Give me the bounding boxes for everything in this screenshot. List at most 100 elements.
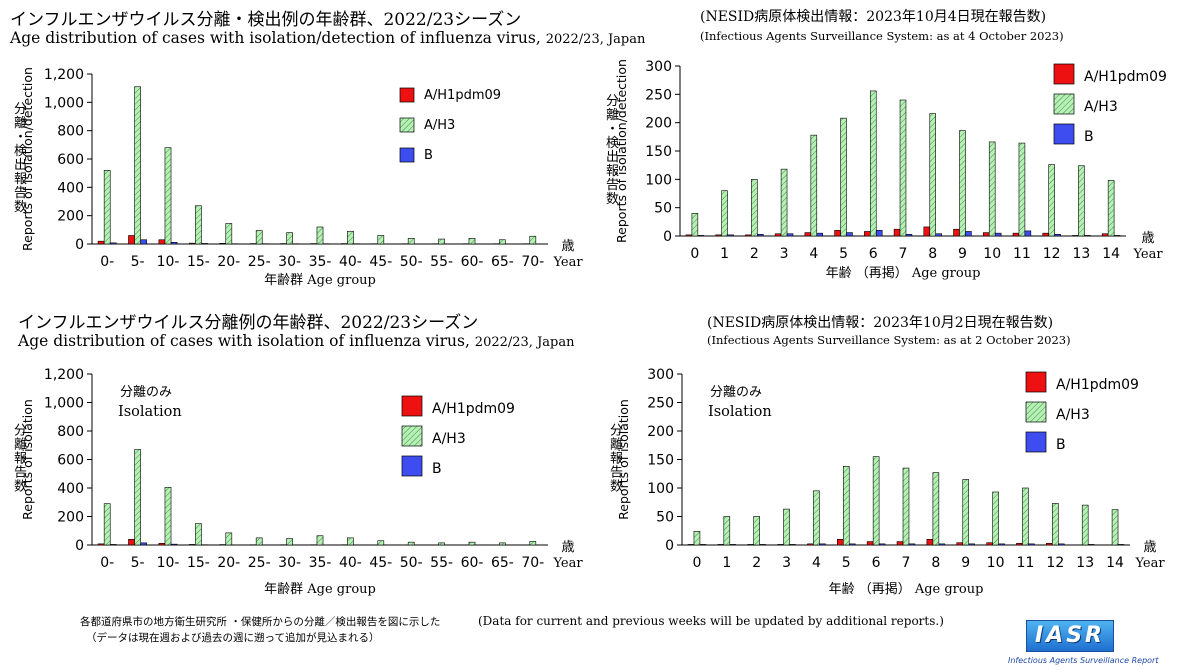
bar-b-2 bbox=[759, 544, 766, 546]
y-tick-label: 50 bbox=[656, 510, 674, 526]
bar-h1-3 bbox=[188, 544, 196, 546]
y-tick-label: 200 bbox=[57, 209, 84, 225]
bar-h1-1 bbox=[715, 234, 722, 237]
bar-h3-8 bbox=[929, 113, 937, 237]
y-tick-label: 1,000 bbox=[44, 95, 84, 111]
x-unit-en: Year bbox=[552, 556, 583, 571]
x-category-label: 14 bbox=[1106, 555, 1124, 571]
x-category-label: 20- bbox=[217, 555, 240, 571]
legend-swatch-b bbox=[399, 147, 415, 163]
y-tick-label: 600 bbox=[57, 453, 84, 469]
bar-h3-0 bbox=[103, 503, 111, 546]
x-category-label: 40- bbox=[339, 555, 362, 571]
x-category-label: 0 bbox=[690, 246, 699, 262]
bar-h3-0 bbox=[103, 170, 111, 245]
x-category-label: 9 bbox=[958, 246, 967, 262]
footer-note-jp-2: （データは現在週および過去の週に遡って追加が見込まれる） bbox=[86, 632, 380, 644]
annotation-jp: 分離のみ bbox=[710, 385, 762, 400]
x-category-label: 13 bbox=[1072, 246, 1090, 262]
bar-h3-0 bbox=[693, 531, 701, 546]
bar-h3-9 bbox=[377, 235, 385, 245]
legend-label-h1: A/H1pdm09 bbox=[432, 401, 515, 417]
x-category-label: 12 bbox=[1046, 555, 1064, 571]
y-tick-label: 0 bbox=[663, 229, 672, 245]
x-unit-jp: 歳 bbox=[561, 239, 574, 254]
legend-swatch-h1 bbox=[1025, 371, 1047, 393]
x-category-label: 15- bbox=[187, 254, 210, 270]
chart2-source-jp: (NESID病原体検出情報：2023年10月4日現在報告数) bbox=[700, 9, 1047, 25]
legend-swatch-h3 bbox=[1053, 93, 1075, 115]
legend-label-h1: A/H1pdm09 bbox=[1056, 377, 1139, 393]
legend-swatch-h3 bbox=[399, 117, 415, 133]
bar-b-5 bbox=[846, 232, 853, 237]
y-tick-label: 0 bbox=[665, 538, 674, 554]
x-category-label: 2 bbox=[750, 246, 759, 262]
x-category-label: 8 bbox=[931, 555, 940, 571]
bar-b-1 bbox=[140, 239, 148, 245]
legend-label-b: B bbox=[1084, 129, 1094, 145]
legend-label-h1: A/H1pdm09 bbox=[1084, 69, 1167, 85]
bar-h3-5 bbox=[255, 537, 263, 546]
bar-h3-6 bbox=[286, 538, 293, 546]
x-category-label: 55- bbox=[430, 254, 453, 270]
bar-h3-10 bbox=[992, 491, 999, 546]
y-axis-label-jp: 分離報告数 bbox=[610, 424, 623, 495]
x-category-label: 14 bbox=[1102, 246, 1120, 262]
bar-h1-2 bbox=[158, 542, 166, 546]
y-tick-label: 150 bbox=[647, 453, 674, 469]
bar-b-1 bbox=[140, 542, 148, 546]
x-category-label: 3 bbox=[782, 555, 791, 571]
x-category-label: 8 bbox=[928, 246, 937, 262]
bar-b-13 bbox=[1087, 544, 1095, 546]
chart3-title-en-tail: 2022/23, Japan bbox=[474, 335, 575, 350]
bar-h3-5 bbox=[255, 230, 263, 245]
x-category-label: 65- bbox=[491, 254, 514, 270]
x-category-label: 35- bbox=[309, 254, 332, 270]
bar-h1-0 bbox=[685, 234, 693, 237]
legend-swatch-b bbox=[401, 455, 423, 477]
bar-h3-11 bbox=[438, 542, 445, 546]
x-unit-jp: 歳 bbox=[1141, 231, 1154, 246]
x-axis-label: 年齢 （再掲） Age group bbox=[829, 581, 984, 597]
x-category-label: 25- bbox=[248, 555, 271, 571]
y-tick-label: 200 bbox=[645, 116, 672, 132]
bar-b-2 bbox=[170, 242, 178, 245]
x-category-label: 5- bbox=[131, 555, 145, 571]
x-category-label: 50- bbox=[400, 555, 423, 571]
bar-h1-1 bbox=[128, 235, 135, 245]
chart3-title-en: Age distribution of cases with isolation… bbox=[18, 331, 574, 350]
chart1-title-en: Age distribution of cases with isolation… bbox=[10, 28, 645, 47]
bar-h1-0 bbox=[687, 544, 695, 546]
x-category-label: 9 bbox=[961, 555, 970, 571]
bar-b-3 bbox=[786, 233, 794, 237]
x-category-label: 70- bbox=[521, 254, 544, 270]
y-tick-label: 150 bbox=[645, 144, 672, 160]
legend-label-b: B bbox=[1056, 437, 1066, 453]
bar-b-0 bbox=[109, 544, 117, 546]
bar-h3-13 bbox=[499, 239, 506, 245]
bar-b-1 bbox=[729, 544, 737, 546]
x-category-label: 6 bbox=[872, 555, 881, 571]
x-unit-jp: 歳 bbox=[561, 540, 574, 555]
iasr-logo: IASR bbox=[1026, 620, 1114, 652]
bar-h1-5 bbox=[834, 230, 841, 237]
bar-h3-11 bbox=[1022, 487, 1029, 546]
x-category-label: 4 bbox=[809, 246, 818, 262]
bar-h3-8 bbox=[347, 230, 354, 245]
x-category-label: 65- bbox=[491, 555, 514, 571]
bar-h3-2 bbox=[751, 179, 758, 237]
bar-h3-9 bbox=[377, 540, 385, 546]
bar-h3-2 bbox=[164, 486, 172, 546]
bar-b-12 bbox=[1054, 234, 1061, 237]
bar-b-6 bbox=[875, 230, 883, 237]
bar-h1-6 bbox=[866, 541, 874, 546]
legend-label-b: B bbox=[424, 148, 433, 163]
x-category-label: 4 bbox=[812, 555, 821, 571]
bar-h3-11 bbox=[1018, 142, 1026, 237]
bar-h3-12 bbox=[468, 238, 476, 245]
bar-h1-8 bbox=[926, 539, 934, 546]
annotation-en: Isolation bbox=[118, 404, 182, 420]
bar-b-8 bbox=[935, 233, 942, 237]
bar-h1-13 bbox=[1072, 235, 1079, 237]
